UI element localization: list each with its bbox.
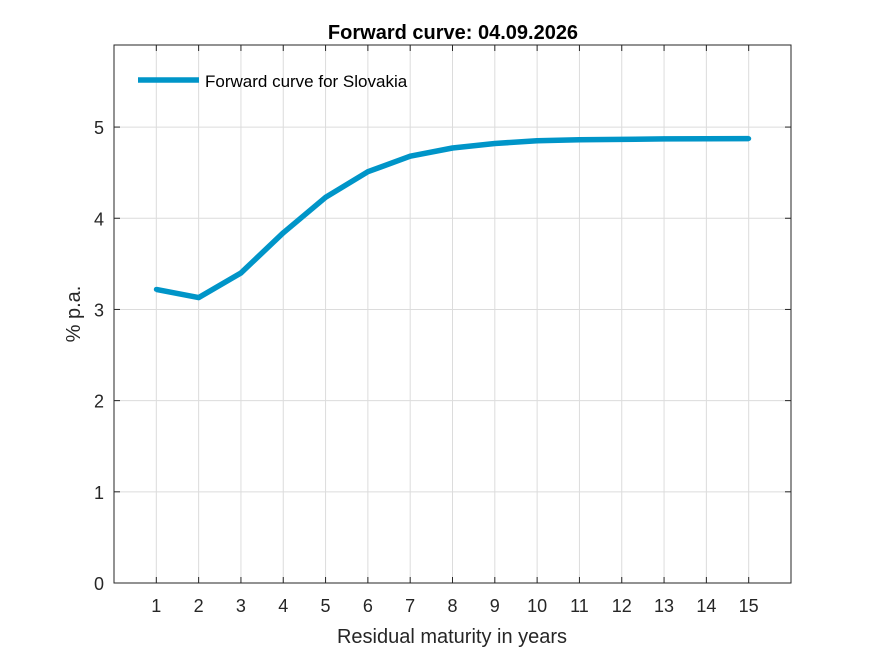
x-tick-label: 14 xyxy=(696,596,716,616)
x-tick-label: 2 xyxy=(194,596,204,616)
y-tick-label: 3 xyxy=(94,300,104,320)
x-tick-label: 7 xyxy=(405,596,415,616)
x-tick-label: 6 xyxy=(363,596,373,616)
x-tick-label: 13 xyxy=(654,596,674,616)
data-point xyxy=(153,286,159,292)
data-point xyxy=(534,138,540,144)
data-point xyxy=(576,137,582,143)
x-tick-label: 10 xyxy=(527,596,547,616)
data-point xyxy=(365,169,371,175)
y-tick-label: 2 xyxy=(94,392,104,412)
data-point xyxy=(661,136,667,142)
x-tick-label: 8 xyxy=(447,596,457,616)
x-axis-label: Residual maturity in years xyxy=(337,626,567,648)
grid-layer xyxy=(114,45,791,583)
data-point xyxy=(619,136,625,142)
chart-title: Forward curve: 04.09.2026 xyxy=(328,22,578,44)
x-tick-label: 11 xyxy=(570,596,589,616)
x-tick-label: 5 xyxy=(321,596,331,616)
x-tick-label: 4 xyxy=(278,596,288,616)
data-point xyxy=(238,270,244,276)
data-point xyxy=(280,230,286,236)
x-tick-label: 12 xyxy=(612,596,632,616)
data-point xyxy=(492,141,498,146)
x-tick-label: 1 xyxy=(151,596,161,616)
y-tick-label: 4 xyxy=(94,209,104,229)
series-layer xyxy=(153,135,752,301)
data-point xyxy=(746,136,752,142)
y-tick-label: 0 xyxy=(94,574,104,594)
legend-entry-label: Forward curve for Slovakia xyxy=(205,72,408,91)
data-point xyxy=(407,153,413,159)
x-tick-label: 9 xyxy=(490,596,500,616)
y-axis-label: % p.a. xyxy=(63,286,85,343)
data-point xyxy=(196,295,202,301)
data-point xyxy=(703,136,709,142)
data-point xyxy=(450,145,455,151)
x-tick-label: 3 xyxy=(236,596,246,616)
legend: Forward curve for Slovakia xyxy=(138,72,408,91)
data-point xyxy=(323,194,329,200)
y-tick-label: 5 xyxy=(94,118,104,138)
y-tick-label: 1 xyxy=(94,483,104,503)
x-tick-label: 15 xyxy=(739,596,759,616)
